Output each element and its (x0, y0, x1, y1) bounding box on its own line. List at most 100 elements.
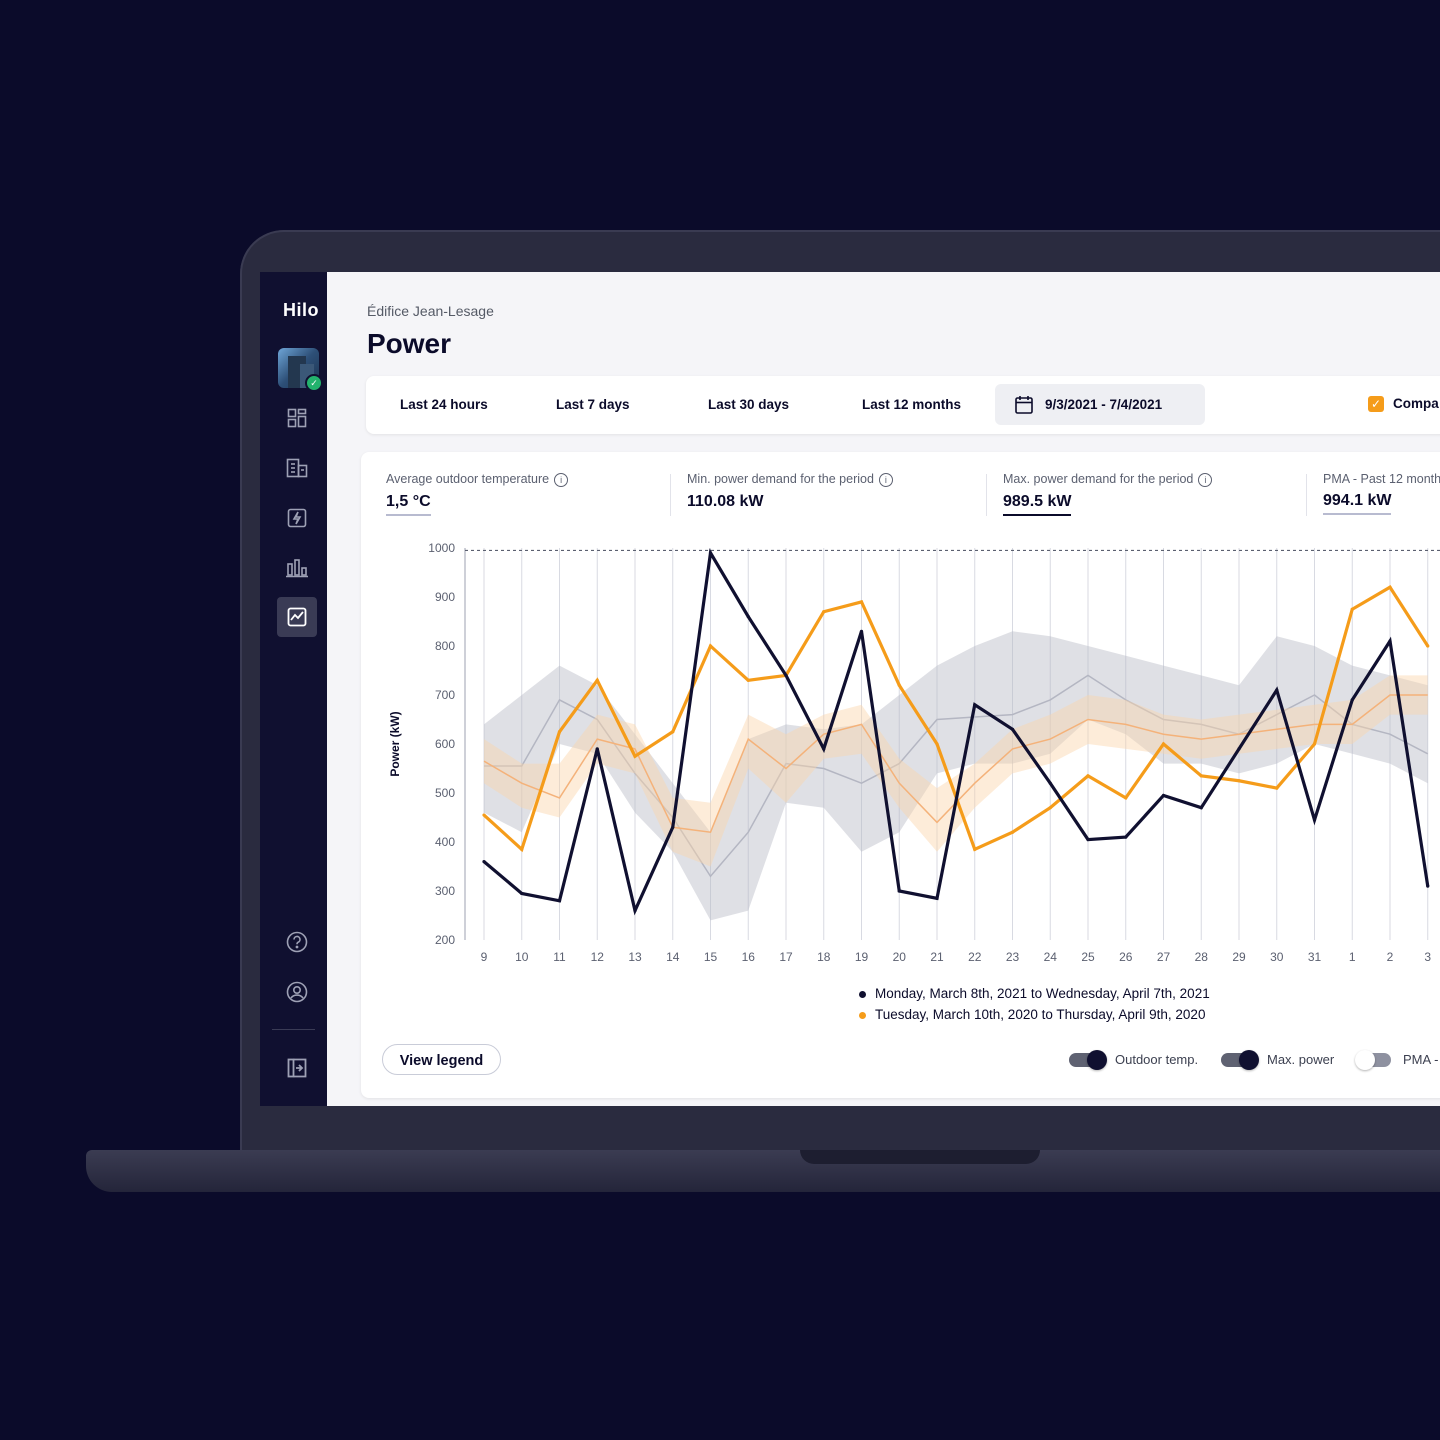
y-tick-label: 600 (435, 737, 455, 751)
breadcrumb[interactable]: Édifice Jean-Lesage (367, 303, 494, 319)
y-tick-label: 1000 (428, 541, 455, 555)
laptop-base (86, 1150, 1440, 1192)
sidebar-item-buildings[interactable] (277, 448, 317, 488)
date-range-picker[interactable]: 9/3/2021 - 7/4/2021 (995, 384, 1205, 425)
stat-value: 110.08 kW (687, 492, 764, 510)
sidebar-item-reports[interactable] (277, 548, 317, 588)
y-tick-label: 300 (435, 884, 455, 898)
data-point (482, 813, 486, 817)
sidebar-item-energy[interactable] (277, 498, 317, 538)
info-icon[interactable]: i (1198, 472, 1213, 487)
x-tick-label: 29 (1232, 950, 1246, 964)
sidebar-item-dashboard[interactable] (277, 398, 317, 438)
building-icon (286, 458, 308, 478)
stat-label: Average outdoor temperature (386, 472, 550, 486)
data-point (1237, 779, 1241, 783)
toggle-knob (1239, 1050, 1259, 1070)
toggle-label: Outdoor temp. (1115, 1052, 1199, 1067)
data-point (633, 754, 637, 758)
data-point (897, 889, 901, 893)
data-point (557, 730, 562, 734)
x-tick-label: 30 (1270, 950, 1284, 964)
date-range-value: 9/3/2021 - 7/4/2021 (1045, 397, 1163, 412)
y-tick-label: 900 (435, 590, 455, 604)
x-tick-label: 24 (1044, 950, 1058, 964)
compare-label: Compa (1393, 396, 1439, 411)
checkmark-icon: ✓ (1368, 396, 1384, 412)
view-legend-button[interactable]: View legend (382, 1044, 501, 1075)
logo[interactable]: Hilo (260, 300, 342, 321)
building-avatar[interactable] (278, 348, 319, 388)
data-point (1350, 607, 1354, 611)
data-point (520, 847, 524, 851)
toggle-label: Max. power (1267, 1052, 1335, 1067)
tab-last-24-hours[interactable]: Last 24 hours (400, 397, 488, 412)
legend-item: Tuesday, March 10th, 2020 to Thursday, A… (859, 1007, 1210, 1028)
x-tick-label: 3 (1424, 950, 1431, 964)
x-tick-label: 1 (1349, 950, 1356, 964)
data-point (671, 825, 675, 829)
stat-max-power: Max. power demand for the period i 989.5 … (1003, 472, 1213, 516)
data-point (1161, 793, 1166, 798)
y-tick-label: 800 (435, 639, 455, 653)
tab-last-12-months[interactable]: Last 12 months (862, 397, 962, 412)
data-point (1312, 818, 1317, 822)
toggle-outdoor-temp[interactable]: Outdoor temp. (1069, 1050, 1229, 1070)
stat-divider (986, 474, 987, 516)
legend-dot (859, 1011, 866, 1019)
stat-avg-temp: Average outdoor temperature i 1,5 °C (386, 472, 569, 516)
toggle-max-power[interactable]: Max. power (1221, 1050, 1361, 1070)
sidebar-item-help[interactable] (277, 922, 317, 962)
sidebar-item-logout[interactable] (277, 1048, 317, 1088)
data-point (935, 896, 939, 900)
chart-legend: Monday, March 8th, 2021 to Wednesday, Ap… (859, 986, 1210, 1028)
tab-last-7-days[interactable]: Last 7 days (556, 397, 630, 412)
toggle-knob (1355, 1050, 1375, 1070)
data-point (1388, 639, 1392, 643)
stat-value: 994.1 kW (1323, 492, 1392, 515)
stat-divider (670, 474, 671, 516)
x-tick-label: 9 (481, 950, 488, 964)
x-tick-label: 28 (1195, 950, 1209, 964)
sidebar-item-power[interactable] (277, 597, 317, 637)
x-tick-label: 15 (704, 950, 718, 964)
data-point (1124, 796, 1128, 800)
status-check-icon: ✓ (305, 374, 323, 392)
series-line (482, 548, 1430, 916)
main-content: Édifice Jean-Lesage Power Last 24 hours … (333, 272, 1440, 1106)
stat-label: PMA - Past 12 month (1323, 472, 1440, 486)
x-tick-label: 26 (1119, 950, 1133, 964)
data-point (1048, 806, 1052, 810)
x-tick-label: 19 (855, 950, 869, 964)
data-point (1426, 884, 1430, 888)
x-tick-label: 2 (1387, 950, 1394, 964)
logo-text: Hilo (283, 300, 319, 320)
calendar-icon (1015, 396, 1033, 414)
app-screen: Hilo ✓ (260, 272, 1440, 1106)
page-title: Power (367, 328, 452, 359)
data-point (1237, 747, 1241, 751)
x-tick-label: 10 (515, 950, 529, 964)
logout-icon (287, 1058, 307, 1078)
data-point (1086, 774, 1090, 778)
data-point (1312, 742, 1317, 746)
grid-icon (287, 408, 307, 428)
x-tick-label: 17 (779, 950, 793, 964)
data-point (973, 847, 977, 851)
info-icon[interactable]: i (554, 472, 569, 487)
x-tick-label: 23 (1006, 950, 1020, 964)
stat-value: 989.5 kW (1003, 493, 1072, 516)
data-point (822, 610, 826, 614)
data-point (859, 629, 864, 633)
data-point (897, 683, 901, 687)
tab-last-30-days[interactable]: Last 30 days (708, 397, 790, 412)
x-tick-label: 27 (1157, 950, 1171, 964)
x-tick-label: 14 (666, 950, 680, 964)
sidebar-item-account[interactable] (277, 972, 317, 1012)
toggle-pma[interactable]: PMA - (1355, 1050, 1440, 1070)
stat-value: 1,5 °C (386, 493, 431, 516)
period-filter-bar: Last 24 hours Last 7 days Last 30 days L… (366, 376, 1440, 434)
legend-label: Monday, March 8th, 2021 to Wednesday, Ap… (875, 986, 1210, 1001)
info-icon[interactable]: i (878, 472, 893, 487)
data-point (1199, 774, 1203, 778)
